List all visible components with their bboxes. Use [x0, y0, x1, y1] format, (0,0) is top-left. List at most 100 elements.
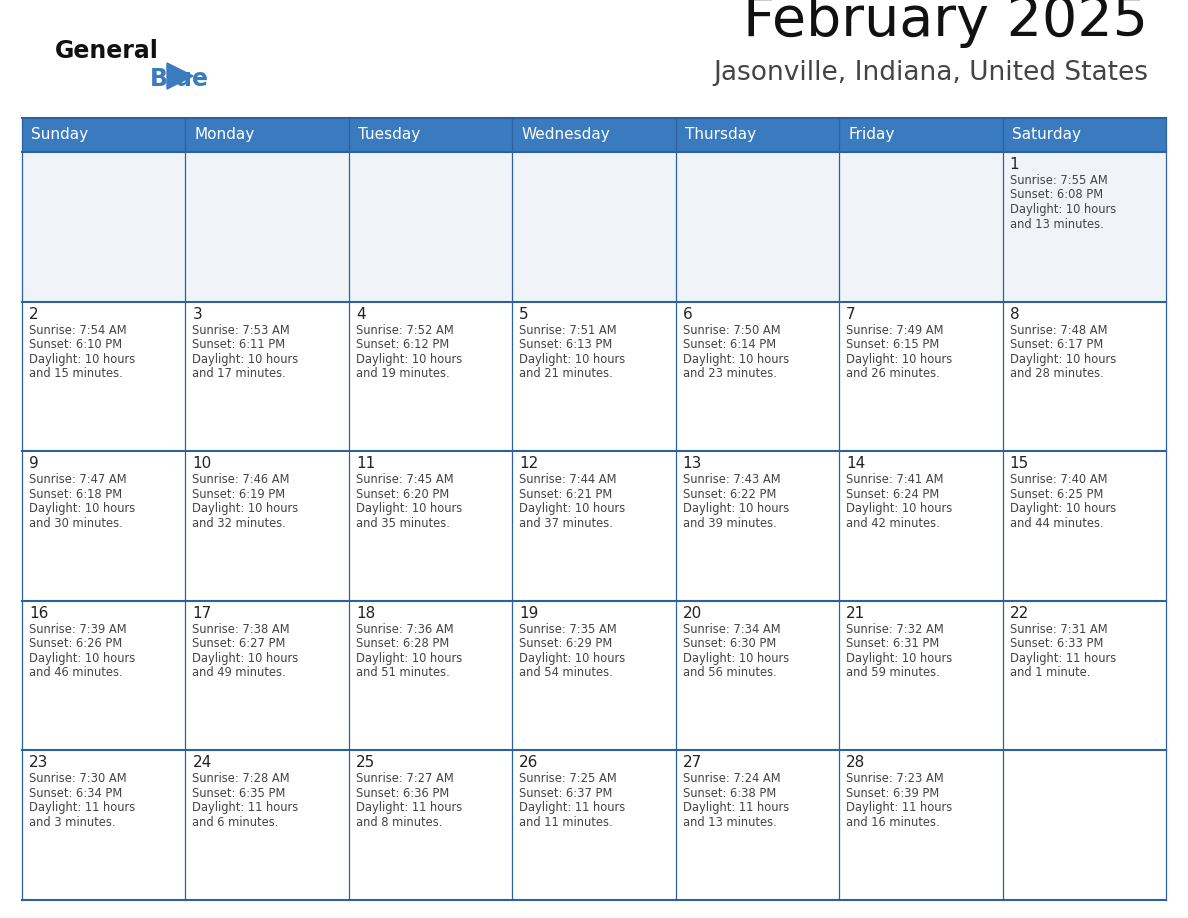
Text: Daylight: 10 hours: Daylight: 10 hours: [683, 502, 789, 515]
Text: and 56 minutes.: and 56 minutes.: [683, 666, 777, 679]
Text: Sunday: Sunday: [31, 128, 88, 142]
Text: Daylight: 11 hours: Daylight: 11 hours: [683, 801, 789, 814]
Bar: [839, 452, 1003, 600]
Text: Friday: Friday: [848, 128, 895, 142]
Text: Sunrise: 7:24 AM: Sunrise: 7:24 AM: [683, 772, 781, 786]
Text: and 51 minutes.: and 51 minutes.: [356, 666, 449, 679]
Text: and 49 minutes.: and 49 minutes.: [192, 666, 286, 679]
Bar: [839, 302, 1003, 452]
Bar: [349, 452, 512, 600]
Text: and 8 minutes.: and 8 minutes.: [356, 816, 442, 829]
Text: Sunset: 6:24 PM: Sunset: 6:24 PM: [846, 487, 940, 500]
Text: Sunset: 6:25 PM: Sunset: 6:25 PM: [1010, 487, 1102, 500]
Text: Daylight: 10 hours: Daylight: 10 hours: [519, 502, 626, 515]
Text: Sunrise: 7:35 AM: Sunrise: 7:35 AM: [519, 622, 617, 636]
Text: and 16 minutes.: and 16 minutes.: [846, 816, 940, 829]
Text: Sunrise: 7:27 AM: Sunrise: 7:27 AM: [356, 772, 454, 786]
Text: Daylight: 10 hours: Daylight: 10 hours: [1010, 353, 1116, 365]
Text: Sunset: 6:29 PM: Sunset: 6:29 PM: [519, 637, 613, 650]
Text: 14: 14: [846, 456, 865, 471]
Bar: [349, 302, 512, 452]
Bar: [185, 600, 349, 750]
Text: Sunset: 6:11 PM: Sunset: 6:11 PM: [192, 338, 285, 351]
Text: Sunrise: 7:36 AM: Sunrise: 7:36 AM: [356, 622, 454, 636]
Text: Daylight: 10 hours: Daylight: 10 hours: [29, 652, 135, 665]
Text: Sunset: 6:31 PM: Sunset: 6:31 PM: [846, 637, 940, 650]
Text: and 26 minutes.: and 26 minutes.: [846, 367, 940, 380]
Text: Sunrise: 7:54 AM: Sunrise: 7:54 AM: [29, 324, 127, 337]
Text: Sunrise: 7:39 AM: Sunrise: 7:39 AM: [29, 622, 127, 636]
Text: Sunset: 6:38 PM: Sunset: 6:38 PM: [683, 787, 776, 800]
Bar: [23, 600, 185, 750]
Text: Sunrise: 7:50 AM: Sunrise: 7:50 AM: [683, 324, 781, 337]
Text: Sunrise: 7:49 AM: Sunrise: 7:49 AM: [846, 324, 943, 337]
Text: 11: 11: [356, 456, 375, 471]
Text: Daylight: 10 hours: Daylight: 10 hours: [683, 353, 789, 365]
Text: Monday: Monday: [195, 128, 254, 142]
Text: 7: 7: [846, 307, 855, 321]
Text: Sunrise: 7:43 AM: Sunrise: 7:43 AM: [683, 473, 781, 487]
Bar: [512, 600, 676, 750]
Bar: [1003, 452, 1165, 600]
Bar: [676, 152, 839, 302]
Text: 2: 2: [29, 307, 39, 321]
Text: Daylight: 10 hours: Daylight: 10 hours: [519, 652, 626, 665]
Bar: [185, 452, 349, 600]
Text: Sunset: 6:37 PM: Sunset: 6:37 PM: [519, 787, 613, 800]
Text: Daylight: 10 hours: Daylight: 10 hours: [846, 353, 953, 365]
Bar: [23, 452, 185, 600]
Text: and 1 minute.: and 1 minute.: [1010, 666, 1089, 679]
Bar: [676, 600, 839, 750]
Text: Sunrise: 7:32 AM: Sunrise: 7:32 AM: [846, 622, 944, 636]
Text: 13: 13: [683, 456, 702, 471]
Text: and 35 minutes.: and 35 minutes.: [356, 517, 450, 530]
Text: Daylight: 11 hours: Daylight: 11 hours: [846, 801, 953, 814]
Text: Daylight: 11 hours: Daylight: 11 hours: [1010, 652, 1116, 665]
Bar: [676, 452, 839, 600]
Text: Sunset: 6:14 PM: Sunset: 6:14 PM: [683, 338, 776, 351]
Bar: [1003, 600, 1165, 750]
Text: Sunset: 6:22 PM: Sunset: 6:22 PM: [683, 487, 776, 500]
Text: Sunset: 6:18 PM: Sunset: 6:18 PM: [29, 487, 122, 500]
Text: General: General: [55, 39, 159, 63]
Text: Sunset: 6:15 PM: Sunset: 6:15 PM: [846, 338, 940, 351]
Text: Jasonville, Indiana, United States: Jasonville, Indiana, United States: [713, 60, 1148, 86]
Text: Sunset: 6:12 PM: Sunset: 6:12 PM: [356, 338, 449, 351]
Text: and 54 minutes.: and 54 minutes.: [519, 666, 613, 679]
Text: Sunset: 6:35 PM: Sunset: 6:35 PM: [192, 787, 286, 800]
Text: Sunset: 6:28 PM: Sunset: 6:28 PM: [356, 637, 449, 650]
Text: Daylight: 10 hours: Daylight: 10 hours: [846, 652, 953, 665]
Text: and 3 minutes.: and 3 minutes.: [29, 816, 115, 829]
Text: Sunset: 6:21 PM: Sunset: 6:21 PM: [519, 487, 613, 500]
Bar: [1003, 152, 1165, 302]
Bar: [839, 600, 1003, 750]
Text: Sunrise: 7:44 AM: Sunrise: 7:44 AM: [519, 473, 617, 487]
Bar: [676, 302, 839, 452]
Text: Sunrise: 7:46 AM: Sunrise: 7:46 AM: [192, 473, 290, 487]
Text: Thursday: Thursday: [684, 128, 756, 142]
Text: Daylight: 11 hours: Daylight: 11 hours: [192, 801, 298, 814]
Text: 6: 6: [683, 307, 693, 321]
Bar: [185, 302, 349, 452]
Text: 22: 22: [1010, 606, 1029, 621]
Text: Daylight: 10 hours: Daylight: 10 hours: [29, 353, 135, 365]
Text: 4: 4: [356, 307, 366, 321]
Text: Blue: Blue: [150, 67, 209, 91]
Bar: [185, 750, 349, 900]
Text: Daylight: 10 hours: Daylight: 10 hours: [519, 353, 626, 365]
Text: 3: 3: [192, 307, 202, 321]
Text: Daylight: 10 hours: Daylight: 10 hours: [29, 502, 135, 515]
Bar: [839, 750, 1003, 900]
Text: Sunrise: 7:52 AM: Sunrise: 7:52 AM: [356, 324, 454, 337]
Text: Sunset: 6:34 PM: Sunset: 6:34 PM: [29, 787, 122, 800]
Text: 28: 28: [846, 756, 865, 770]
Text: Sunset: 6:33 PM: Sunset: 6:33 PM: [1010, 637, 1102, 650]
Text: Sunrise: 7:47 AM: Sunrise: 7:47 AM: [29, 473, 127, 487]
Bar: [512, 750, 676, 900]
Text: and 11 minutes.: and 11 minutes.: [519, 816, 613, 829]
Text: Tuesday: Tuesday: [358, 128, 421, 142]
Text: 10: 10: [192, 456, 211, 471]
Text: Sunrise: 7:45 AM: Sunrise: 7:45 AM: [356, 473, 454, 487]
Text: Sunrise: 7:41 AM: Sunrise: 7:41 AM: [846, 473, 943, 487]
Text: 17: 17: [192, 606, 211, 621]
